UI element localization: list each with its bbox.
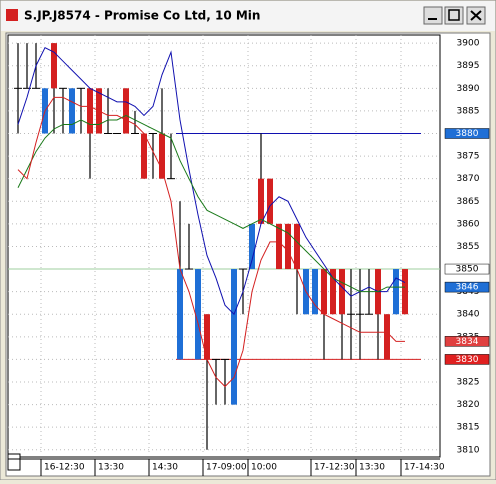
y-tick-label: 3825 bbox=[457, 377, 480, 387]
candle-body bbox=[402, 269, 408, 315]
icon bbox=[470, 10, 482, 21]
y-tick-label: 3810 bbox=[457, 445, 480, 455]
y-tick-label: 3895 bbox=[457, 61, 480, 71]
price-tag bbox=[444, 336, 490, 347]
minimize-button[interactable] bbox=[423, 6, 443, 25]
line bbox=[17, 114, 405, 293]
candle-body bbox=[177, 269, 183, 360]
y-tick-label: 3900 bbox=[457, 39, 480, 49]
candle-body bbox=[123, 88, 129, 134]
x-tick-label: 14:30 bbox=[152, 463, 178, 473]
candle-body bbox=[393, 269, 399, 315]
y-tick-label: 3820 bbox=[457, 400, 480, 410]
x-tick-label: 13:30 bbox=[359, 463, 385, 473]
price-tag-label: 3880 bbox=[456, 129, 479, 139]
y-tick-label: 3890 bbox=[457, 84, 480, 94]
candle-body bbox=[87, 88, 93, 134]
candle-body bbox=[330, 269, 336, 315]
x-tick-label: 17-09:00 bbox=[206, 463, 247, 473]
candle-body bbox=[231, 269, 237, 405]
title-bar bbox=[1, 1, 495, 31]
x-tick-label: 13:30 bbox=[98, 463, 124, 473]
price-tag bbox=[444, 354, 490, 365]
y-tick-label: 3870 bbox=[457, 174, 480, 184]
price-tag-label: 3830 bbox=[456, 355, 479, 365]
candle-body bbox=[276, 223, 282, 270]
candle-body bbox=[69, 88, 75, 134]
line bbox=[17, 46, 406, 316]
price-tag-label: 3846 bbox=[456, 283, 479, 293]
candle-body bbox=[384, 314, 390, 360]
x-tick-label: 17-12:30 bbox=[314, 463, 355, 473]
x-tick-label: 16-12:30 bbox=[44, 463, 85, 473]
y-tick-label: 3855 bbox=[457, 242, 480, 252]
candle-body bbox=[321, 269, 327, 315]
candle-body bbox=[195, 269, 201, 360]
y-tick-label: 3860 bbox=[457, 219, 480, 229]
candle-body bbox=[258, 178, 264, 224]
candle-body bbox=[141, 133, 147, 179]
candle-body bbox=[339, 269, 345, 315]
y-tick-label: 3885 bbox=[457, 106, 480, 116]
app-icon bbox=[6, 9, 18, 21]
candle-body bbox=[51, 43, 57, 89]
y-tick-label: 3815 bbox=[457, 423, 480, 433]
window-buttons[interactable] bbox=[423, 6, 486, 25]
x-tick-label: 17-14:30 bbox=[404, 463, 445, 473]
scroll-box[interactable] bbox=[7, 453, 21, 471]
window-title: S.JP.J8574 - Promise Co Ltd, 10 Min bbox=[24, 9, 260, 23]
y-tick-label: 3865 bbox=[457, 197, 480, 207]
candle-body bbox=[267, 178, 273, 224]
price-tag bbox=[444, 281, 490, 293]
candle-body bbox=[312, 269, 318, 315]
candle-body bbox=[294, 223, 300, 270]
price-tag-label: 3834 bbox=[456, 337, 479, 347]
candle-body bbox=[159, 133, 165, 179]
chart-layer: 3810381538203825383038353840384538503855… bbox=[8, 35, 490, 476]
price-tag bbox=[444, 263, 490, 275]
x-tick-label: 10:00 bbox=[251, 463, 277, 473]
candle-body bbox=[204, 314, 210, 360]
price-tag bbox=[444, 128, 490, 139]
candle-body bbox=[285, 223, 291, 270]
y-tick-label: 3875 bbox=[457, 152, 480, 162]
candle-body bbox=[249, 223, 255, 270]
y-tick-label: 3840 bbox=[457, 310, 480, 320]
price-tag-label: 3850 bbox=[456, 265, 479, 275]
icon bbox=[448, 9, 460, 21]
line bbox=[17, 96, 405, 388]
